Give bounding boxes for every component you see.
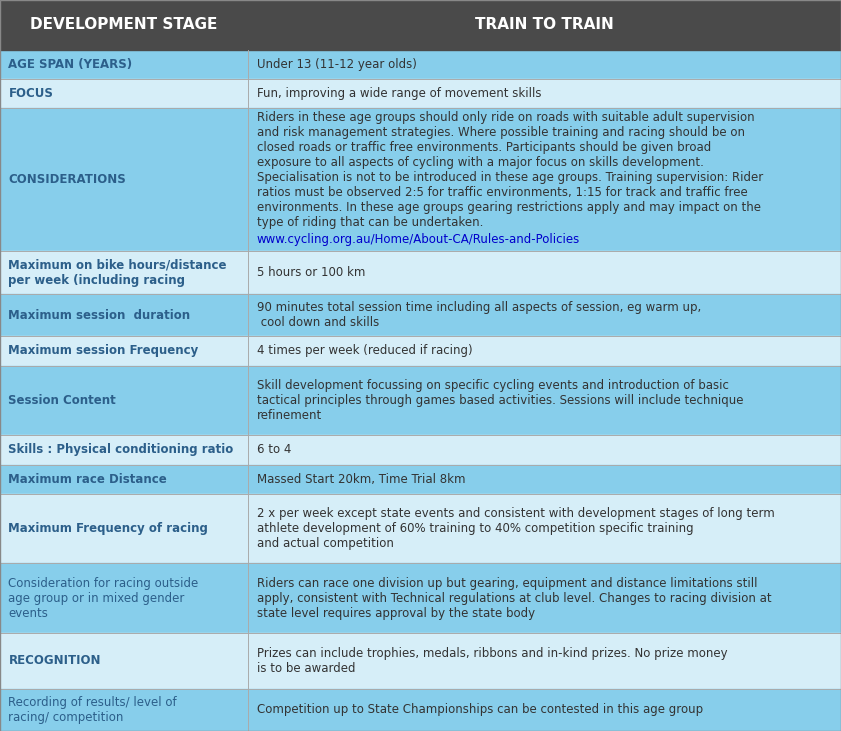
Bar (248, 689, 841, 731)
Text: 5 hours or 100 km: 5 hours or 100 km (257, 266, 365, 279)
Text: 4 times per week (reduced if racing): 4 times per week (reduced if racing) (257, 344, 472, 357)
Bar (248, 564, 841, 633)
Bar (0, 464, 248, 494)
Text: FOCUS: FOCUS (8, 87, 53, 100)
Text: Recording of results/ level of
racing/ competition: Recording of results/ level of racing/ c… (8, 696, 177, 724)
Text: 90 minutes total session time including all aspects of session, eg warm up,
 coo: 90 minutes total session time including … (257, 301, 701, 329)
Bar (0, 79, 248, 108)
Bar (0, 366, 248, 435)
Bar (248, 251, 841, 294)
Bar (248, 79, 841, 108)
Bar (248, 294, 841, 336)
Bar (0, 0, 841, 50)
Bar (0, 50, 248, 79)
Bar (248, 108, 841, 251)
Text: Maximum on bike hours/distance
per week (including racing: Maximum on bike hours/distance per week … (8, 259, 227, 287)
Text: Competition up to State Championships can be contested in this age group: Competition up to State Championships ca… (257, 703, 702, 716)
Bar (0, 294, 248, 336)
Bar (248, 494, 841, 564)
Bar (248, 633, 841, 689)
Bar (248, 50, 841, 79)
Text: 6 to 4: 6 to 4 (257, 443, 291, 456)
Text: Riders can race one division up but gearing, equipment and distance limitations : Riders can race one division up but gear… (257, 577, 771, 620)
Text: CONSIDERATIONS: CONSIDERATIONS (8, 173, 126, 186)
Text: Fun, improving a wide range of movement skills: Fun, improving a wide range of movement … (257, 87, 541, 100)
Text: 2 x per week except state events and consistent with development stages of long : 2 x per week except state events and con… (257, 507, 775, 550)
Bar (0, 251, 248, 294)
Text: DEVELOPMENT STAGE: DEVELOPMENT STAGE (30, 18, 218, 32)
Text: Maximum Frequency of racing: Maximum Frequency of racing (8, 522, 209, 535)
Text: Under 13 (11-12 year olds): Under 13 (11-12 year olds) (257, 58, 416, 71)
Text: Maximum session  duration: Maximum session duration (8, 308, 191, 322)
Bar (0, 435, 248, 464)
Text: Skills : Physical conditioning ratio: Skills : Physical conditioning ratio (8, 443, 234, 456)
Text: Maximum race Distance: Maximum race Distance (8, 473, 167, 485)
Bar (248, 366, 841, 435)
Bar (0, 336, 248, 366)
Bar (0, 689, 248, 731)
Text: RECOGNITION: RECOGNITION (8, 654, 101, 667)
Bar (0, 633, 248, 689)
Text: www.cycling.org.au/Home/About-CA/Rules-and-Policies: www.cycling.org.au/Home/About-CA/Rules-a… (257, 232, 579, 246)
Text: AGE SPAN (YEARS): AGE SPAN (YEARS) (8, 58, 133, 71)
Text: Massed Start 20km, Time Trial 8km: Massed Start 20km, Time Trial 8km (257, 473, 465, 485)
Text: Consideration for racing outside
age group or in mixed gender
events: Consideration for racing outside age gro… (8, 577, 198, 620)
Bar (0, 564, 248, 633)
Bar (0, 494, 248, 564)
Text: Skill development focussing on specific cycling events and introduction of basic: Skill development focussing on specific … (257, 379, 743, 422)
Bar (0, 108, 248, 251)
Bar (248, 435, 841, 464)
Bar (248, 336, 841, 366)
Text: Riders in these age groups should only ride on roads with suitable adult supervi: Riders in these age groups should only r… (257, 111, 763, 229)
Text: TRAIN TO TRAIN: TRAIN TO TRAIN (475, 18, 614, 32)
Text: Prizes can include trophies, medals, ribbons and in-kind prizes. No prize money
: Prizes can include trophies, medals, rib… (257, 647, 727, 675)
Text: Maximum session Frequency: Maximum session Frequency (8, 344, 198, 357)
Text: Session Content: Session Content (8, 394, 116, 407)
Bar (248, 464, 841, 494)
